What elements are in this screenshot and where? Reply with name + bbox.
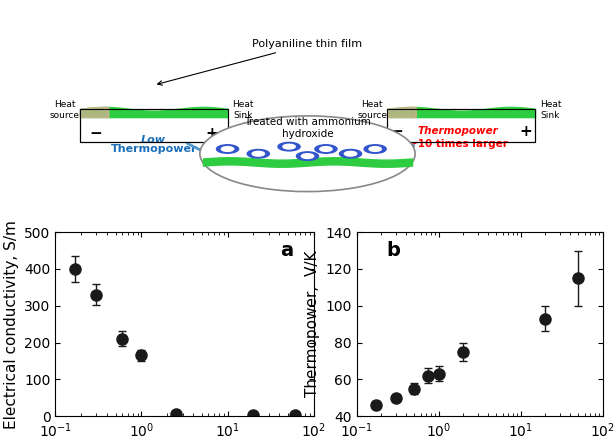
Circle shape [252, 152, 264, 156]
Text: +: + [206, 126, 218, 141]
Circle shape [247, 149, 269, 158]
FancyBboxPatch shape [387, 109, 535, 142]
Text: a: a [280, 241, 293, 260]
Circle shape [296, 152, 319, 160]
Ellipse shape [200, 116, 415, 191]
Text: Thermopower: Thermopower [418, 126, 499, 136]
Circle shape [221, 147, 234, 152]
Circle shape [364, 145, 386, 153]
Circle shape [344, 152, 357, 156]
Text: Treated with ammonium
hydroxide: Treated with ammonium hydroxide [244, 117, 371, 138]
FancyBboxPatch shape [80, 109, 228, 142]
Text: Thermopower: Thermopower [111, 144, 197, 154]
Text: b: b [386, 241, 400, 260]
Text: Low: Low [141, 134, 166, 145]
Circle shape [283, 144, 295, 149]
Text: ~10 times larger: ~10 times larger [409, 139, 507, 149]
Text: Heat
Sink: Heat Sink [232, 100, 253, 120]
Y-axis label: Thermopower,  V/K: Thermopower, V/K [305, 251, 320, 397]
Circle shape [301, 154, 314, 159]
Text: Heat
Sink: Heat Sink [540, 100, 561, 120]
Circle shape [320, 147, 332, 152]
Text: −: − [89, 126, 101, 141]
Circle shape [339, 149, 362, 158]
Circle shape [369, 147, 381, 152]
Circle shape [216, 145, 239, 153]
Text: Polyaniline thin film: Polyaniline thin film [157, 39, 363, 85]
Circle shape [315, 145, 337, 153]
Text: Heat
source: Heat source [50, 100, 79, 120]
Text: −: − [391, 124, 403, 139]
Circle shape [278, 142, 300, 151]
Text: +: + [520, 124, 532, 139]
Y-axis label: Electrical conductivity, S/m: Electrical conductivity, S/m [4, 220, 18, 428]
Text: Heat
source: Heat source [357, 100, 387, 120]
